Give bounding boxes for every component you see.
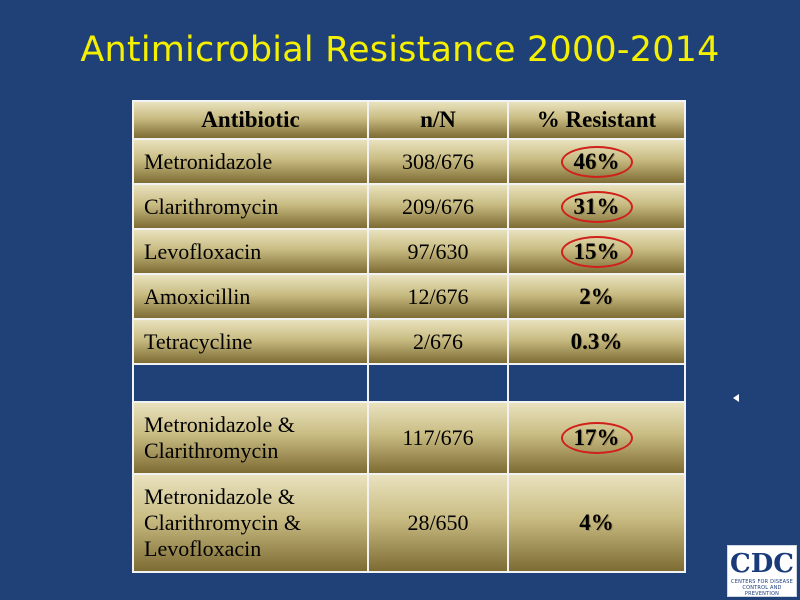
header-percent-resistant: % Resistant [507,100,686,140]
cell-percent: 0.3% [507,318,686,365]
table-row: Amoxicillin 12/676 2% [132,273,686,320]
cell-antibiotic: Clarithromycin [132,183,369,230]
cdc-logo: CDC Centers for Disease Control and Prev… [727,545,797,597]
cell-antibiotic [132,363,369,403]
red-circle-highlight [560,422,633,454]
table-row: Metronidazole & Clarithromycin 117/676 1… [132,401,686,475]
table-header-row: Antibiotic n/N % Resistant [132,100,686,140]
cell-n-n: 28/650 [367,473,509,573]
cell-n-n [367,363,509,403]
header-n-n: n/N [367,100,509,140]
cell-n-n: 117/676 [367,401,509,475]
cell-percent: 15% [507,228,686,275]
cell-n-n: 12/676 [367,273,509,320]
cdc-logo-subtitle-2: Control and Prevention [742,585,782,597]
cdc-logo-subtitle-1: Centers for Disease [731,579,793,585]
cell-antibiotic: Amoxicillin [132,273,369,320]
cell-percent: 31% [507,183,686,230]
cell-antibiotic: Levofloxacin [132,228,369,275]
cell-percent: 17% [507,401,686,475]
red-circle-highlight [560,235,633,268]
cell-n-n: 209/676 [367,183,509,230]
table-row-empty [132,363,686,403]
percent-value: 2% [579,283,614,309]
pointer-arrow-icon [733,394,739,402]
cell-percent [507,363,686,403]
table-row: Metronidazole 308/676 46% [132,138,686,185]
cell-n-n: 2/676 [367,318,509,365]
slide-title: Antimicrobial Resistance 2000-2014 [80,30,720,70]
cdc-logo-text: CDC [730,549,794,579]
header-antibiotic: Antibiotic [132,100,369,140]
cell-antibiotic: Metronidazole [132,138,369,185]
table-row: Levofloxacin 97/630 15% [132,228,686,275]
cell-percent: 2% [507,273,686,320]
table-row: Metronidazole & Clarithromycin & Levoflo… [132,473,686,573]
table-row: Tetracycline 2/676 0.3% [132,318,686,365]
percent-value: 0.3% [570,328,623,354]
cell-percent: 46% [507,138,686,185]
cell-n-n: 308/676 [367,138,509,185]
cell-percent: 4% [507,473,686,573]
red-circle-highlight [560,190,633,223]
cell-antibiotic: Metronidazole & Clarithromycin & Levoflo… [132,473,369,573]
red-circle-highlight [560,145,633,178]
resistance-table: Antibiotic n/N % Resistant Metronidazole… [132,100,686,573]
percent-value: 4% [579,510,614,535]
cell-antibiotic: Tetracycline [132,318,369,365]
cell-n-n: 97/630 [367,228,509,275]
table-row: Clarithromycin 209/676 31% [132,183,686,230]
cell-antibiotic: Metronidazole & Clarithromycin [132,401,369,475]
